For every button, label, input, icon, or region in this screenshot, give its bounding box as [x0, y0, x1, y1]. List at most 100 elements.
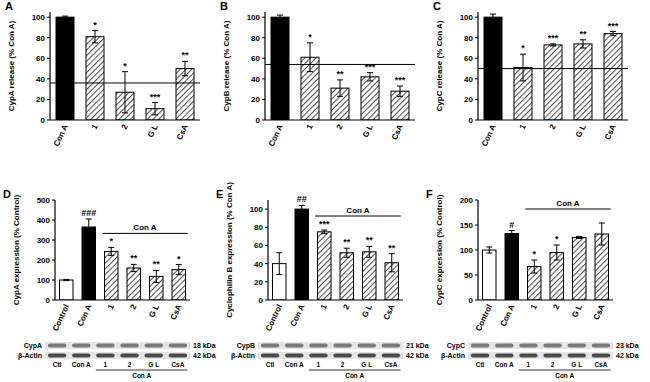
- error-cap: [367, 80, 373, 81]
- error-cap: [62, 16, 68, 17]
- lane-group-label: Con A: [345, 372, 364, 379]
- error-cap: [182, 75, 188, 76]
- error-cap: [337, 79, 343, 80]
- error-cap: [599, 245, 605, 246]
- error-cap: [610, 31, 616, 32]
- error-cap: [276, 252, 282, 253]
- error-bar: [182, 61, 188, 75]
- significance: *: [308, 32, 312, 42]
- blot-band: [145, 344, 163, 348]
- bar: [550, 253, 564, 301]
- lane-label: 1: [104, 361, 108, 368]
- error-bar: [554, 245, 560, 260]
- bar: [363, 252, 377, 300]
- lane-label: Ctl: [476, 361, 485, 368]
- error-bar: [86, 219, 92, 235]
- error-bar: [367, 73, 373, 81]
- error-cap: [176, 274, 182, 275]
- blot-band: [592, 344, 610, 348]
- error-line: [156, 270, 157, 282]
- error-line: [583, 40, 584, 48]
- error-cap: [108, 247, 114, 248]
- category-label: 2: [548, 123, 558, 131]
- significance: ***: [608, 21, 619, 31]
- error-bar: [509, 231, 515, 237]
- blot-band: [285, 344, 303, 348]
- blot-band: [333, 354, 351, 358]
- bar: [86, 37, 104, 120]
- error-cap: [63, 280, 69, 281]
- error-cap: [277, 15, 283, 16]
- figure: ACypA release (% Con A)020406080100*****…: [0, 0, 650, 382]
- error-bar: [276, 253, 282, 275]
- category-label: G L: [360, 303, 374, 319]
- marks: [478, 14, 628, 120]
- blot-band: [471, 344, 489, 348]
- y-tick-label: 50: [464, 271, 473, 280]
- group-line: [315, 216, 401, 217]
- panel-letter: F: [426, 188, 433, 200]
- error-cap: [86, 219, 92, 220]
- y-axis: [49, 12, 50, 120]
- blot-band: [568, 344, 586, 348]
- blot-band: [285, 354, 303, 358]
- blot-band: [120, 354, 138, 358]
- error-cap: [321, 233, 327, 234]
- error-cap: [366, 257, 372, 258]
- marks: [265, 15, 415, 120]
- error-bar: [576, 237, 582, 239]
- bar: [318, 232, 332, 300]
- error-line: [133, 264, 134, 271]
- y-tick-label: 80: [251, 34, 260, 43]
- error-cap: [182, 61, 188, 62]
- lane-label: CsA: [594, 361, 607, 368]
- y-axis-label: CypB release (% Con A): [222, 20, 231, 111]
- significance: **: [579, 29, 587, 39]
- error-line: [523, 54, 524, 81]
- category-label: 1: [529, 303, 539, 311]
- error-cap: [131, 271, 137, 272]
- marks: [60, 219, 186, 300]
- category-label: 2: [552, 303, 562, 311]
- panel-letter: C: [433, 0, 441, 12]
- error-line: [340, 80, 341, 96]
- blot-band: [333, 344, 351, 348]
- error-cap: [580, 48, 586, 49]
- error-cap: [276, 274, 282, 275]
- bar: [604, 34, 622, 120]
- x-axis: [265, 119, 415, 120]
- error-line: [534, 260, 535, 273]
- band-size: 18 kDa: [193, 342, 216, 349]
- y-axis: [264, 12, 265, 120]
- category-label: G L: [570, 303, 584, 319]
- marks: [50, 16, 200, 120]
- error-cap: [307, 42, 313, 43]
- lane-label: 2: [551, 361, 555, 368]
- error-cap: [92, 30, 98, 31]
- group-label: Con A: [346, 206, 369, 215]
- category-label: G L: [361, 123, 375, 139]
- error-bar: [490, 14, 496, 20]
- error-line: [489, 247, 490, 253]
- category-label: 2: [342, 303, 352, 311]
- error-cap: [576, 236, 582, 237]
- panel: FCypC expression (% Control)050100150200…: [426, 188, 639, 379]
- error-bar: [520, 54, 526, 81]
- bar: [127, 268, 141, 300]
- bar: [361, 77, 379, 120]
- category-label: 2: [120, 123, 130, 131]
- y-tick-label: 20: [464, 95, 473, 104]
- blot-band: [358, 344, 376, 348]
- category-label: CsA: [390, 123, 405, 142]
- reference-line: [50, 82, 200, 83]
- error-line: [369, 246, 370, 257]
- error-line: [125, 72, 126, 113]
- blot-band: [72, 344, 90, 348]
- error-cap: [108, 255, 114, 256]
- error-cap: [389, 253, 395, 254]
- group-line: [102, 233, 188, 234]
- category-label: CsA: [592, 303, 607, 322]
- error-line: [400, 86, 401, 96]
- bar: [82, 227, 96, 300]
- lane-group-line: [519, 370, 611, 371]
